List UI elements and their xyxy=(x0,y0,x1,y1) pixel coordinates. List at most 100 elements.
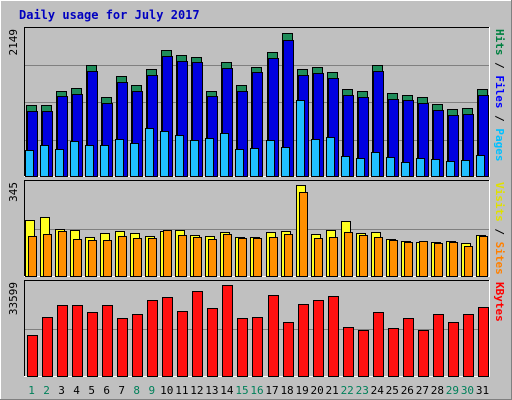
bar-kbytes-day-9 xyxy=(147,300,158,377)
bar-pages-day-3 xyxy=(55,149,64,177)
bar-pages-day-2 xyxy=(40,145,49,177)
panel-max-label: 2149 xyxy=(7,29,20,56)
bar-sites-day-3 xyxy=(58,231,67,277)
bar-pages-day-27 xyxy=(416,158,425,177)
bar-kbytes-day-15 xyxy=(237,318,248,377)
bar-sites-day-18 xyxy=(284,234,293,277)
x-tick-label-day-17: 17 xyxy=(265,384,278,397)
bar-kbytes-day-31 xyxy=(478,307,489,377)
bar-pages-day-22 xyxy=(341,156,350,177)
bar-pages-day-18 xyxy=(281,147,290,177)
bar-sites-day-30 xyxy=(464,246,473,277)
bar-kbytes-day-25 xyxy=(388,328,399,377)
bar-pages-day-8 xyxy=(130,143,139,177)
x-tick-label-day-7: 7 xyxy=(118,384,125,397)
bar-pages-day-11 xyxy=(175,135,184,177)
bar-sites-day-17 xyxy=(269,237,278,277)
bar-sites-day-15 xyxy=(238,238,247,277)
x-tick-label-day-28: 28 xyxy=(431,384,444,397)
x-tick-label-day-12: 12 xyxy=(190,384,203,397)
bar-kbytes-day-24 xyxy=(373,312,384,377)
bar-sites-day-13 xyxy=(208,239,217,277)
bar-kbytes-day-11 xyxy=(177,311,188,377)
bar-pages-day-10 xyxy=(160,131,169,177)
bar-kbytes-day-10 xyxy=(162,297,173,377)
x-tick-label-day-20: 20 xyxy=(311,384,324,397)
bar-sites-day-31 xyxy=(479,236,488,277)
bar-pages-day-30 xyxy=(461,160,470,177)
bar-kbytes-day-7 xyxy=(117,318,128,377)
bar-pages-day-23 xyxy=(356,158,365,177)
bar-kbytes-day-6 xyxy=(102,305,113,377)
bar-pages-day-1 xyxy=(25,150,34,177)
bar-sites-day-12 xyxy=(193,237,202,277)
bar-pages-day-26 xyxy=(401,162,410,177)
x-tick-label-day-6: 6 xyxy=(103,384,110,397)
bar-kbytes-day-14 xyxy=(222,285,233,377)
bar-sites-day-9 xyxy=(148,238,157,277)
panel-kbytes: 33599 KBytes xyxy=(7,280,506,377)
x-tick-label-day-14: 14 xyxy=(220,384,234,397)
legend-pages: Pages xyxy=(493,128,506,161)
legend-separator: / xyxy=(493,109,506,129)
bar-kbytes-day-29 xyxy=(448,322,459,377)
bar-kbytes-day-12 xyxy=(192,291,203,377)
bar-sites-day-10 xyxy=(163,230,172,277)
x-tick-label-day-31: 31 xyxy=(476,384,489,397)
legend-files: Files xyxy=(493,75,506,108)
bar-kbytes-day-19 xyxy=(298,304,309,377)
bar-pages-day-29 xyxy=(446,161,455,177)
bar-sites-day-2 xyxy=(43,234,52,277)
legend-kbytes: KBytes xyxy=(493,282,506,322)
x-tick-label-day-1: 1 xyxy=(28,384,35,397)
bar-pages-day-7 xyxy=(115,139,124,177)
bar-sites-day-21 xyxy=(329,237,338,277)
bar-sites-day-1 xyxy=(28,236,37,277)
bar-sites-day-22 xyxy=(344,232,353,277)
bar-pages-day-19 xyxy=(296,100,305,177)
bar-sites-day-14 xyxy=(223,234,232,277)
bar-pages-day-17 xyxy=(266,140,275,177)
x-tick-label-day-8: 8 xyxy=(133,384,140,397)
bar-kbytes-day-28 xyxy=(433,314,444,377)
bar-pages-day-16 xyxy=(250,148,259,177)
x-tick-label-day-10: 10 xyxy=(160,384,173,397)
bar-sites-day-7 xyxy=(118,236,127,277)
bar-pages-day-6 xyxy=(100,145,109,177)
panel-max-label: 33599 xyxy=(7,282,20,315)
bar-sites-day-16 xyxy=(253,238,262,277)
bar-sites-day-25 xyxy=(389,240,398,277)
x-tick-label-day-29: 29 xyxy=(446,384,459,397)
legend-hits: Hits xyxy=(493,29,506,56)
bar-sites-day-27 xyxy=(419,241,428,277)
bar-kbytes-day-2 xyxy=(42,317,53,377)
bar-kbytes-day-18 xyxy=(283,322,294,377)
x-tick-label-day-2: 2 xyxy=(43,384,50,397)
x-tick-label-day-18: 18 xyxy=(280,384,293,397)
bar-pages-day-31 xyxy=(476,155,485,177)
panel-legend: KBytes xyxy=(493,282,506,322)
bar-sites-day-19 xyxy=(299,192,308,277)
bar-pages-day-12 xyxy=(190,140,199,177)
bar-kbytes-day-21 xyxy=(328,296,339,377)
legend-sites: Sites xyxy=(493,242,506,275)
x-tick-label-day-3: 3 xyxy=(58,384,65,397)
bar-kbytes-day-22 xyxy=(343,327,354,377)
bar-kbytes-day-27 xyxy=(418,330,429,377)
bar-pages-day-25 xyxy=(386,157,395,177)
bar-kbytes-day-5 xyxy=(87,312,98,377)
panel-legend: Hits / Files / Pages xyxy=(493,29,506,162)
x-tick-label-day-24: 24 xyxy=(371,384,385,397)
x-tick-label-day-15: 15 xyxy=(235,384,248,397)
bar-pages-day-4 xyxy=(70,141,79,177)
bar-sites-day-23 xyxy=(359,235,368,277)
legend-separator: / xyxy=(493,56,506,76)
x-tick-label-day-9: 9 xyxy=(148,384,155,397)
bar-sites-day-29 xyxy=(449,242,458,277)
bar-pages-day-13 xyxy=(205,138,214,177)
bar-sites-day-4 xyxy=(73,239,82,277)
bar-sites-day-28 xyxy=(434,243,443,277)
panel-hits-files-pages: 2149 Hits / Files / Pages xyxy=(7,27,506,177)
bar-pages-day-9 xyxy=(145,128,154,177)
bar-kbytes-day-4 xyxy=(72,305,83,377)
